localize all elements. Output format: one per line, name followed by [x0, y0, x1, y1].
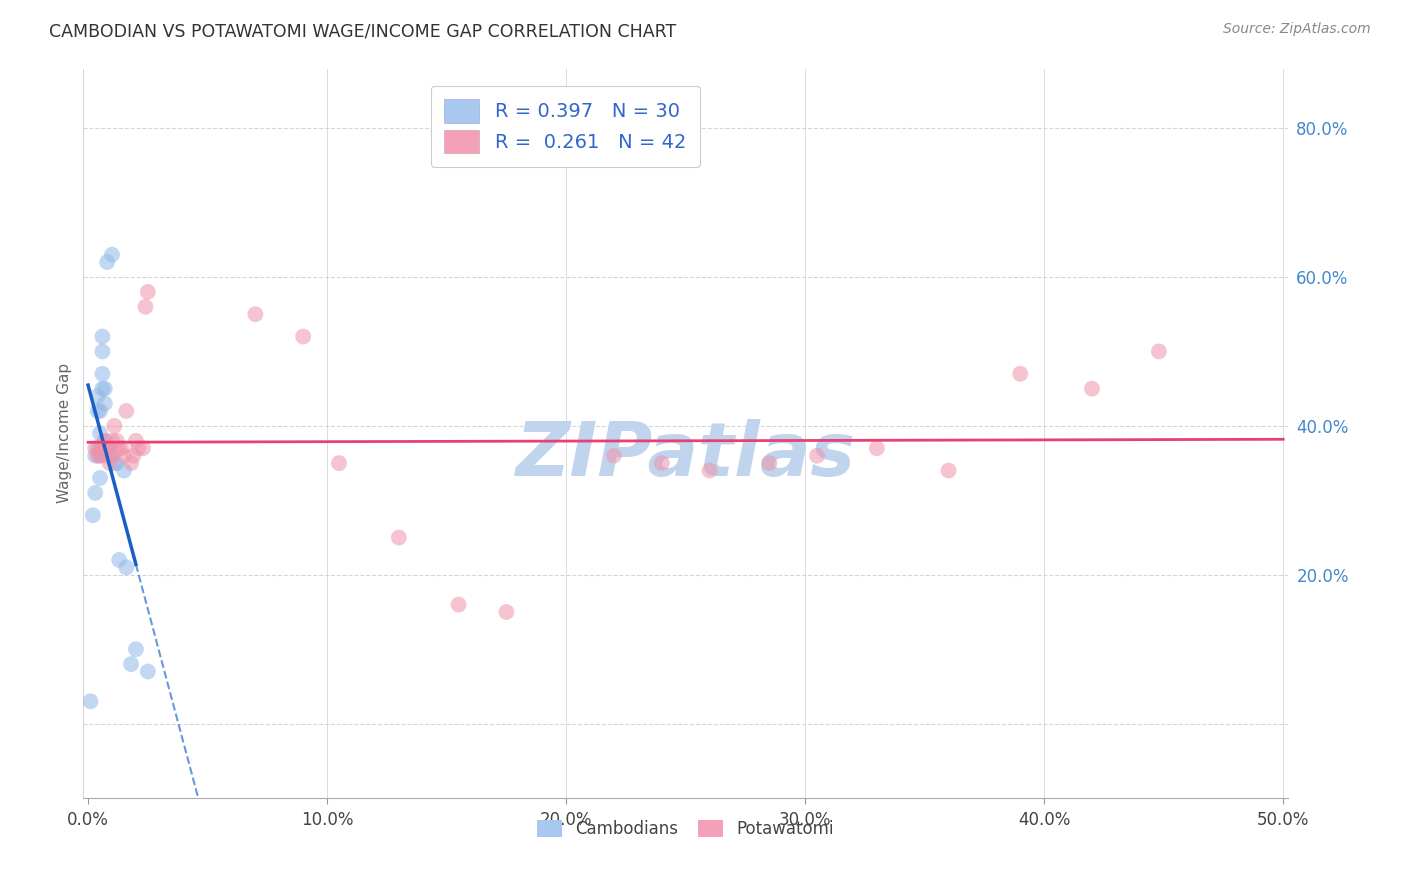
Legend: Cambodians, Potawatomi: Cambodians, Potawatomi: [530, 813, 841, 845]
Point: [105, 456, 128, 470]
Point: [699, 464, 721, 478]
Point: [108, 553, 131, 567]
Point: [495, 605, 517, 619]
Point: [125, 642, 148, 657]
Point: [758, 456, 780, 470]
Point: [86, 441, 108, 455]
Point: [1010, 367, 1032, 381]
Point: [91, 329, 114, 343]
Point: [96, 449, 118, 463]
Point: [91, 367, 114, 381]
Point: [101, 434, 124, 448]
Point: [98, 449, 121, 463]
Point: [292, 329, 315, 343]
Point: [136, 285, 159, 299]
Point: [134, 300, 156, 314]
Point: [84, 449, 107, 463]
Point: [103, 456, 125, 470]
Point: [132, 441, 155, 455]
Point: [101, 449, 124, 463]
Point: [651, 456, 673, 470]
Point: [94, 441, 117, 455]
Text: CAMBODIAN VS POTAWATOMI WAGE/INCOME GAP CORRELATION CHART: CAMBODIAN VS POTAWATOMI WAGE/INCOME GAP …: [49, 22, 676, 40]
Point: [1081, 382, 1104, 396]
Point: [447, 598, 470, 612]
Point: [84, 441, 107, 455]
Point: [91, 382, 114, 396]
Point: [120, 657, 142, 672]
Point: [127, 441, 149, 455]
Point: [136, 665, 159, 679]
Point: [108, 441, 131, 455]
Point: [86, 389, 108, 403]
Point: [105, 434, 128, 448]
Point: [96, 441, 118, 455]
Point: [328, 456, 350, 470]
Point: [115, 560, 138, 574]
Point: [86, 449, 108, 463]
Point: [89, 404, 111, 418]
Point: [89, 426, 111, 441]
Point: [91, 441, 114, 455]
Point: [86, 404, 108, 418]
Point: [103, 418, 125, 433]
Point: [89, 449, 111, 463]
Point: [91, 441, 114, 455]
Point: [603, 449, 626, 463]
Point: [96, 255, 118, 269]
Point: [89, 449, 111, 463]
Point: [110, 441, 132, 455]
Point: [98, 441, 121, 455]
Point: [94, 382, 117, 396]
Y-axis label: Wage/Income Gap: Wage/Income Gap: [58, 363, 72, 503]
Point: [1147, 344, 1170, 359]
Point: [94, 396, 117, 410]
Point: [112, 464, 135, 478]
Point: [101, 247, 124, 261]
Point: [94, 434, 117, 448]
Point: [89, 471, 111, 485]
Point: [79, 694, 101, 708]
Point: [388, 531, 411, 545]
Point: [122, 449, 145, 463]
Point: [938, 464, 960, 478]
Point: [91, 344, 114, 359]
Point: [115, 404, 138, 418]
Point: [82, 508, 104, 523]
Text: ZIPatlas: ZIPatlas: [516, 418, 856, 491]
Point: [89, 441, 111, 455]
Point: [125, 434, 148, 448]
Point: [84, 486, 107, 500]
Text: Source: ZipAtlas.com: Source: ZipAtlas.com: [1223, 22, 1371, 37]
Point: [806, 449, 828, 463]
Point: [245, 307, 267, 321]
Point: [866, 441, 889, 455]
Point: [94, 434, 117, 448]
Point: [98, 456, 121, 470]
Point: [112, 449, 135, 463]
Point: [120, 456, 142, 470]
